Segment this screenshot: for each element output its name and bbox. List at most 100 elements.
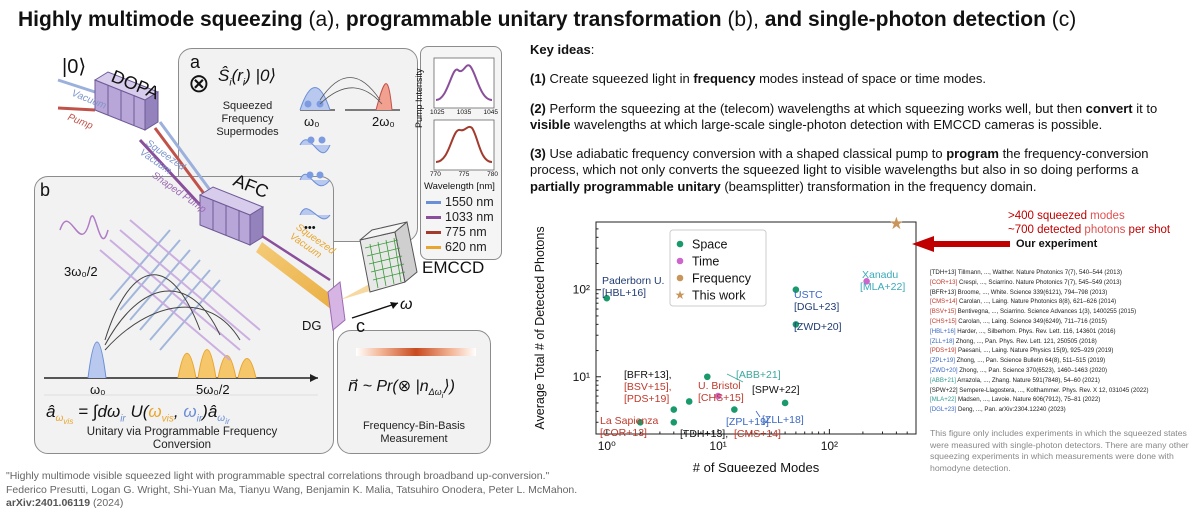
panel-b-caption: Unitary via Programmable Frequency Conve… xyxy=(86,426,278,451)
chart-annotation: [SPW+22] xyxy=(752,384,800,396)
reference-item: [ZLL+18] Zhong, ..., Pan. Phys. Rev. Let… xyxy=(930,337,1097,345)
chart-annotation: [ZPL+19] xyxy=(726,416,769,428)
legend-label: Frequency xyxy=(692,272,752,286)
dopa-crystal xyxy=(93,71,160,131)
data-point xyxy=(714,392,722,400)
chart-annotation: U. Bristol xyxy=(698,380,741,392)
annotation-leader xyxy=(755,410,761,418)
panel-b-drawing xyxy=(44,215,318,396)
operator-label: Ŝi(ri) |0⟩ xyxy=(218,66,277,89)
omega0-b-label: ω₀ xyxy=(90,382,106,397)
legend-label: Space xyxy=(692,238,727,252)
reference-item: [ABB+21] Arrazola, ..., Zhang. Nature 59… xyxy=(930,376,1100,384)
reference-list: [TDH+13] Tillmann, ..., Walther. Nature … xyxy=(930,268,1198,415)
chart-annotation: Xanadu xyxy=(862,269,898,281)
three-omega0-label: 3ω₀/2 xyxy=(64,264,98,279)
afc-crystal xyxy=(198,186,265,246)
legend-marker xyxy=(676,240,684,248)
chart-legend-box xyxy=(669,229,767,307)
data-point xyxy=(792,286,800,294)
reference-item: [SPW+22] Sempere-Llagostera, ..., Koltha… xyxy=(930,386,1149,394)
reference-item: [PDS+19] Paesani, ..., Laing. Nature Phy… xyxy=(930,347,1114,355)
reference-item: [DGL+23] Deng, ..., Pan. arXiv:2304.1224… xyxy=(930,406,1066,414)
chart-annotation: Paderborn U. xyxy=(602,275,664,287)
key-idea-3: (3) Use adiabatic frequency conversion w… xyxy=(530,146,1149,194)
data-point xyxy=(731,406,738,413)
svg-text:⊗: ⊗ xyxy=(188,68,210,98)
key-ideas-heading: Key ideas: xyxy=(530,42,595,57)
panel-c-equation: n⃗ ~ Pr(⊗ |nΔωi⟩) xyxy=(348,378,455,400)
y-tick-label: 10¹ xyxy=(573,370,590,384)
inset-ticks-top: 1025 1035 1045 xyxy=(430,109,498,116)
legend-row: 1550 nm xyxy=(426,195,494,209)
citation-authors: Federico Presutti, Logan G. Wright, Shi-… xyxy=(6,483,578,496)
panel-b-equation: âωvis = ∫dωir U(ωvis, ωir)âωir xyxy=(46,402,230,427)
this-work-star: ★ xyxy=(889,214,904,233)
key-idea-2: (2) Perform the squeezing at the (teleco… xyxy=(530,100,1158,132)
panel-b-label: b xyxy=(40,180,51,200)
panel-c-caption: Frequency-Bin-Basis Measurement xyxy=(362,420,466,445)
x-tick-label: 10⁰ xyxy=(598,439,616,453)
y-tick-label: 10² xyxy=(573,283,590,297)
chart-annotation: [DGL+23] xyxy=(794,301,839,313)
chart-annotation: [COR+13] xyxy=(600,427,647,439)
reference-item: [BFR+13] Broome, ..., White. Science 339… xyxy=(930,288,1108,296)
data-point xyxy=(863,277,870,285)
reference-item: [CMS+14] Carolan, ..., Laing. Nature Pho… xyxy=(930,298,1117,306)
schematic-drawing: ⊗ xyxy=(44,57,495,396)
chart-annotation: La Sapienza xyxy=(600,415,659,427)
chart-annotation: [ABB+21] xyxy=(736,369,781,381)
chart-annotation: [ZWD+20] xyxy=(794,321,842,333)
data-point xyxy=(704,373,711,381)
callout-arrow xyxy=(912,236,1010,252)
legend-marker xyxy=(676,257,684,265)
legend-marker: ★ xyxy=(675,288,686,302)
emccd-camera xyxy=(359,221,418,293)
legend-row: 620 nm xyxy=(426,240,487,254)
chart-annotation: [PDS+19] xyxy=(624,393,669,405)
callout-photons: ~700 detected photons per shot xyxy=(1008,224,1171,236)
figure-note: This figure only includes experiments in… xyxy=(930,428,1189,473)
inset-ticks-bottom: 770 775 780 xyxy=(430,171,498,178)
x-tick-label: 10² xyxy=(821,439,838,453)
callout-our-experiment: Our experiment xyxy=(1016,238,1098,250)
inset-ylabel: Pump Intensity xyxy=(414,68,424,128)
chart-annotation: [HBL+16] xyxy=(602,287,646,299)
reference-item: [BSV+15] Bentivegna, ..., Sciarrino. Sci… xyxy=(930,308,1137,316)
chart-annotation: [CHS+15] xyxy=(698,392,744,404)
panel-a-drawing: ⊗ xyxy=(188,68,400,220)
reference-item: [MLA+22] Madsen, ..., Lavoie. Nature 606… xyxy=(930,396,1101,404)
page-title: Highly multimode squeezing (a), programm… xyxy=(18,8,1077,31)
citation-title: "Highly multimode visible squeezed light… xyxy=(6,470,550,482)
y-axis-label: Average Total # of Detected Photons xyxy=(533,226,547,429)
citation-arxiv: arXiv:2401.06119 (2024) xyxy=(6,497,124,509)
two-omega0-label: 2ω₀ xyxy=(372,114,395,129)
legend-row: 775 nm xyxy=(426,225,487,239)
chart-annotation: [BFR+13], xyxy=(624,369,672,381)
reference-item: [HBL+16] Harder, ..., Silberhorn. Phys. … xyxy=(930,327,1116,335)
five-omega0-label: 5ω₀/2 xyxy=(196,382,230,397)
data-point xyxy=(685,398,693,405)
chart-annotation: [BSV+15], xyxy=(624,381,672,393)
reference-item: [COR+13] Crespi, ..., Sciarrino. Nature … xyxy=(930,278,1122,286)
annotation-leader xyxy=(726,373,744,383)
legend-label: This work xyxy=(692,289,746,303)
dg-label: DG xyxy=(302,318,322,333)
dots-label: ••• xyxy=(304,222,316,234)
key-ideas: Key ideas: (1) Create squeezed light in … xyxy=(530,42,1185,208)
inset-xlabel: Wavelength [nm] xyxy=(424,181,495,192)
key-idea-1: (1) Create squeezed light in frequency m… xyxy=(530,71,986,87)
arxiv-link[interactable]: arXiv:2401.06119 xyxy=(6,497,91,509)
legend-label: Time xyxy=(692,255,719,269)
x-axis-label: # of Squeezed Modes xyxy=(693,460,820,472)
x-tick-label: 10¹ xyxy=(709,439,726,453)
reference-item: [ZWD+20] Zhong, ..., Pan. Science 370(65… xyxy=(930,366,1108,374)
panel-c-label: c xyxy=(356,316,365,336)
chart-annotation: USTC xyxy=(794,289,823,301)
chart-annotation: [ZLL+18] xyxy=(762,414,804,426)
data-point xyxy=(603,294,611,302)
omega-axis-label: ω xyxy=(400,296,413,313)
ket-zero: |0⟩ xyxy=(62,56,87,78)
chart-annotation: [TDH+13], xyxy=(680,428,728,440)
reference-item: [ZPL+19] Zhong, ..., Pan. Science Bullet… xyxy=(930,357,1106,365)
